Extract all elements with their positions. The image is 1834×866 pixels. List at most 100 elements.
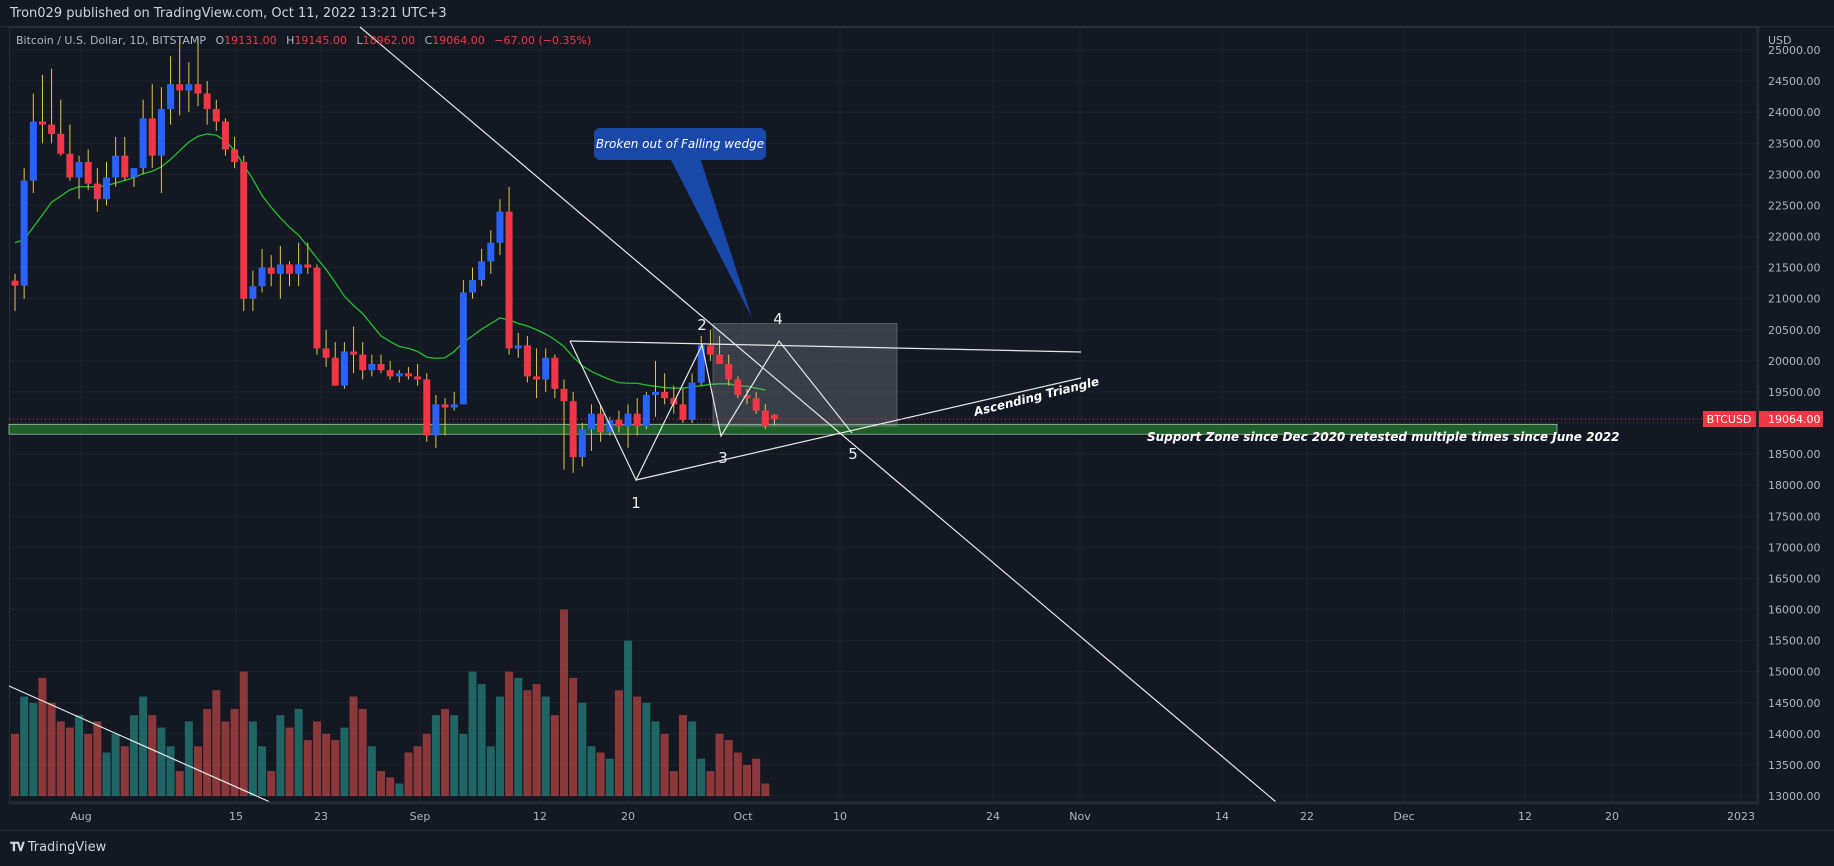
candle	[487, 242, 495, 262]
volume-bar	[111, 733, 120, 796]
volume-bar	[523, 690, 532, 796]
candle	[615, 419, 623, 427]
time-tick-label: 20	[621, 810, 635, 823]
candle	[661, 391, 669, 399]
candle	[359, 354, 367, 371]
price-tick-label: 13500.00	[1768, 759, 1821, 772]
candle	[185, 84, 193, 91]
candle	[103, 177, 110, 200]
volume-bar	[239, 671, 248, 796]
candle	[432, 404, 440, 436]
publish-header: Tron029 published on TradingView.com, Oc…	[0, 0, 1834, 27]
volume-bar	[541, 696, 550, 796]
candle	[560, 388, 568, 402]
volume-bar	[733, 752, 742, 796]
volume-bar	[20, 696, 29, 796]
price-tick-label: 20500.00	[1768, 324, 1821, 337]
close-value: 19064.00	[432, 34, 485, 47]
volume-bar	[294, 708, 303, 796]
volume-bar	[404, 752, 413, 796]
volume-bar	[678, 715, 687, 796]
open-value: 19131.00	[224, 34, 277, 47]
volume-bar	[431, 715, 440, 796]
last-price-tag	[1759, 411, 1823, 428]
open-label: O	[215, 34, 225, 47]
volume-bar	[303, 740, 312, 796]
candle	[148, 118, 156, 156]
volume-bar	[495, 696, 504, 796]
candle	[514, 345, 522, 349]
volume-bar	[651, 721, 660, 796]
candle	[38, 121, 46, 125]
volume-bar	[258, 746, 267, 796]
candle	[523, 345, 531, 377]
candle	[633, 413, 641, 427]
candle	[652, 391, 659, 396]
footer	[0, 830, 1834, 866]
volume-bar	[312, 721, 321, 796]
callout-text: Broken out of Falling wedge	[596, 137, 764, 151]
volume-bar	[75, 715, 84, 796]
volume-bar	[633, 696, 642, 796]
candle	[313, 267, 321, 349]
price-tick-label: 19500.00	[1768, 386, 1821, 399]
wave-path	[569, 339, 853, 482]
candle	[770, 414, 778, 420]
falling-trendline	[359, 26, 1277, 803]
time-tick-label: 2023	[1727, 810, 1755, 823]
price-tick-label: 21500.00	[1768, 262, 1821, 275]
wave-label: 3	[718, 449, 728, 467]
volume-trendline	[8, 685, 271, 803]
volume-bar	[468, 671, 477, 796]
candle	[761, 410, 769, 427]
low-label: L	[356, 34, 363, 47]
brand-name: TradingView	[27, 840, 107, 855]
price-tick-label: 22500.00	[1768, 199, 1821, 212]
price-tick-label: 24000.00	[1768, 106, 1821, 119]
volume-bar	[560, 609, 568, 796]
time-tick-label: 15	[229, 810, 243, 823]
price-tick-label: 17000.00	[1768, 541, 1821, 554]
volume-bar	[422, 733, 431, 796]
volume-bar	[148, 715, 157, 796]
volume-bar	[203, 708, 212, 796]
candle	[642, 395, 650, 427]
volume-bar	[120, 746, 129, 796]
close-label: C	[424, 34, 433, 47]
symbol-tag-label: BTCUSD	[1707, 413, 1752, 426]
volume-bar	[413, 746, 422, 796]
candle	[11, 280, 19, 286]
volume-bar	[212, 690, 221, 796]
volume-bar	[724, 740, 733, 796]
volume-bar	[38, 677, 47, 796]
volume-bar	[486, 746, 495, 796]
candle	[459, 292, 467, 405]
candle	[295, 264, 303, 274]
tradingview-logo[interactable]: 𝐓𝐕 TradingView	[10, 840, 106, 855]
price-tick-label: 21000.00	[1768, 293, 1821, 306]
price-tick-label: 18500.00	[1768, 448, 1821, 461]
volume-bar	[175, 771, 184, 796]
candle	[734, 379, 742, 396]
high-label: H	[286, 34, 295, 47]
time-tick-label: Aug	[70, 810, 91, 823]
candle	[551, 357, 559, 389]
high-value: 19145.00	[294, 34, 347, 47]
candle	[569, 401, 577, 458]
candle	[231, 149, 239, 162]
candle	[716, 354, 724, 364]
volume-bar	[715, 733, 724, 796]
time-tick-label: Dec	[1393, 810, 1414, 823]
candle	[167, 84, 175, 110]
candlesticks	[11, 37, 778, 473]
candle	[139, 118, 147, 169]
wave-label: 5	[848, 445, 858, 463]
time-tick-label: 22	[1300, 810, 1314, 823]
time-tick-label: Sep	[410, 810, 431, 823]
volume-bar	[102, 752, 111, 796]
volume-bar	[29, 702, 38, 796]
volume-bar	[221, 721, 230, 796]
volume-bar	[761, 783, 770, 796]
candle	[697, 345, 705, 383]
